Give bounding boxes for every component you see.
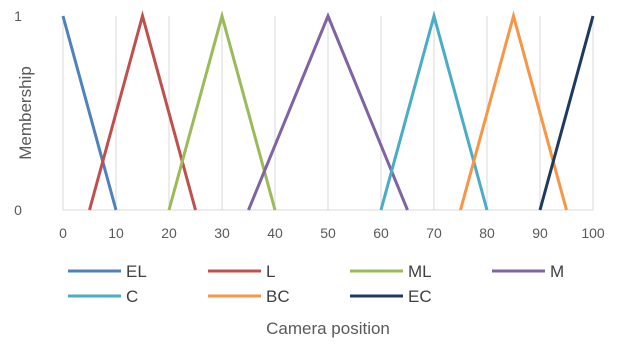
legend-label-l: L — [266, 262, 275, 281]
series-line-l — [88, 10, 197, 211]
x-tick-label-0: 0 — [59, 225, 67, 241]
x-tick-label-20: 20 — [161, 225, 177, 241]
x-axis-title: Camera position — [266, 319, 390, 338]
series-line-bc — [459, 10, 568, 211]
series-line-ec — [538, 15, 595, 211]
legend-label-el: EL — [126, 262, 147, 281]
y-tick-label-0: 0 — [14, 202, 22, 218]
legend-item-ml: ML — [350, 262, 432, 281]
legend-item-el: EL — [68, 262, 147, 281]
x-tick-label-80: 80 — [479, 225, 495, 241]
legend-item-c: C — [68, 287, 138, 306]
series-lines — [61, 10, 595, 211]
x-tick-label-70: 70 — [426, 225, 442, 241]
x-tick-label-40: 40 — [267, 225, 283, 241]
legend-item-bc: BC — [208, 287, 290, 306]
series-line-c — [379, 10, 489, 211]
legend: EL L ML M C BC EC — [68, 262, 564, 306]
legend-label-ml: ML — [408, 262, 432, 281]
legend-label-ec: EC — [408, 287, 432, 306]
x-tick-label-60: 60 — [373, 225, 389, 241]
x-tick-label-10: 10 — [108, 225, 124, 241]
legend-label-c: C — [126, 287, 138, 306]
x-tick-label-100: 100 — [581, 225, 605, 241]
legend-item-ec: EC — [350, 287, 432, 306]
y-tick-label-1: 1 — [14, 8, 22, 24]
legend-item-l: L — [208, 262, 275, 281]
tick-labels: 0 10 20 30 40 50 60 70 80 90 100 0 1 — [14, 8, 605, 241]
x-tick-label-90: 90 — [532, 225, 548, 241]
legend-item-m: M — [492, 262, 564, 281]
series-line-m — [247, 12, 409, 211]
series-line-ml — [167, 10, 277, 211]
legend-label-m: M — [550, 262, 564, 281]
legend-label-bc: BC — [266, 287, 290, 306]
series-line-el — [61, 15, 118, 211]
y-axis-title: Membership — [16, 66, 35, 160]
axes — [62, 16, 593, 211]
x-tick-label-50: 50 — [320, 225, 336, 241]
x-tick-label-30: 30 — [214, 225, 230, 241]
